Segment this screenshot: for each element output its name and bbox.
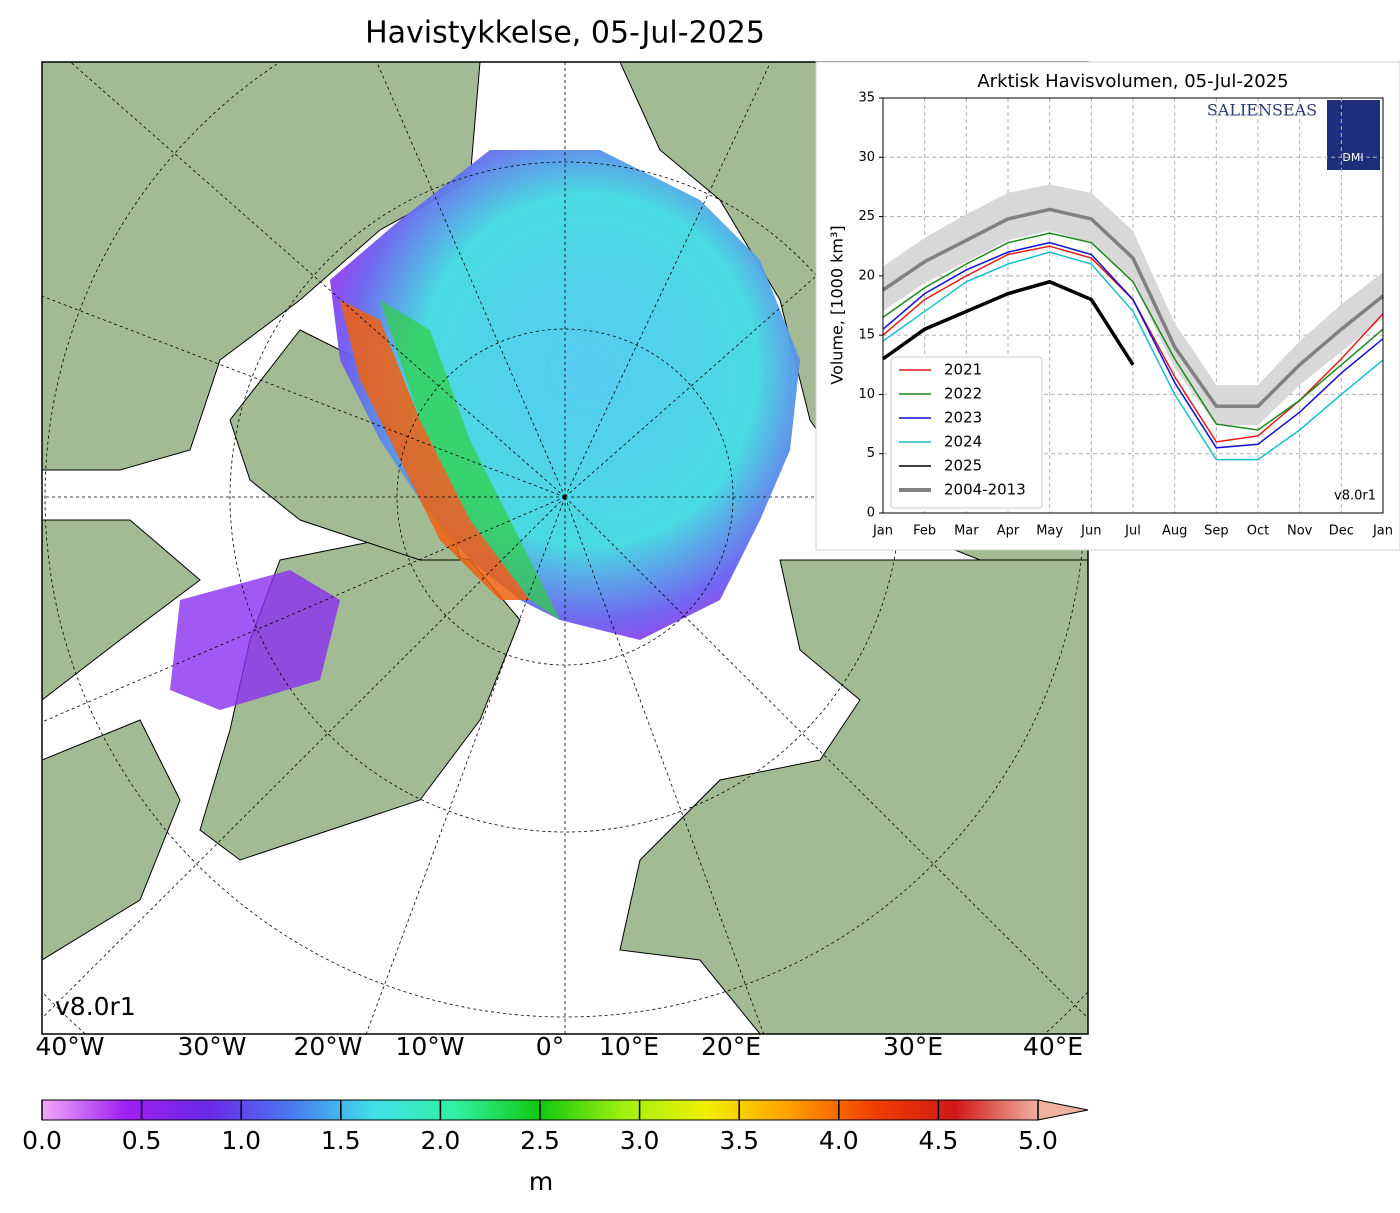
y-tick-label: 20 — [858, 268, 875, 283]
colorbar-tick-label: 0.5 — [122, 1126, 162, 1155]
colorbar-tick-label: 0.0 — [22, 1126, 62, 1155]
x-tick-label: Jul — [1124, 524, 1141, 539]
plot-frame — [882, 97, 1384, 514]
legend: 2021 2022 2023 2024 2025 2004-2013 — [890, 356, 1043, 509]
legend-label: 2021 — [944, 361, 982, 379]
x-tick-label: Nov — [1287, 524, 1313, 539]
y-tick-label: 35 — [858, 91, 875, 106]
colorbar-tick-label: 3.0 — [620, 1126, 660, 1155]
colorbar-label: m — [529, 1167, 553, 1196]
y-tick-label: 0 — [867, 506, 875, 521]
longitude-label: 30°E — [883, 1032, 943, 1061]
land-baffin — [42, 519, 201, 701]
x-tick-label: Oct — [1247, 524, 1269, 539]
colorbar-tick-label: 4.5 — [919, 1126, 959, 1155]
x-tick-label: Aug — [1162, 524, 1187, 539]
map-version: v8.0r1 — [55, 992, 136, 1021]
longitude-label: 20°E — [701, 1032, 761, 1061]
y-tick-label: 25 — [858, 209, 875, 224]
x-tick-label: Mar — [954, 524, 979, 539]
x-tick-label: Jun — [1080, 524, 1101, 539]
chart-title: Arktisk Havisvolumen, 05-Jul-2025 — [977, 71, 1288, 92]
colorbar-tick-label: 4.0 — [819, 1126, 859, 1155]
longitude-label: 30°W — [177, 1032, 246, 1061]
longitude-label: 0° — [536, 1032, 564, 1061]
legend-label: 2025 — [944, 457, 982, 475]
baffin-ice — [170, 570, 340, 710]
legend-label: 2024 — [944, 433, 982, 451]
y-tick-label: 5 — [867, 446, 875, 461]
y-tick-label: 10 — [858, 387, 875, 402]
legend-label: 2004-2013 — [944, 481, 1026, 499]
land-labrador — [42, 719, 181, 961]
legend-label: 2023 — [944, 409, 982, 427]
colorbar-tick-label: 1.5 — [321, 1126, 361, 1155]
band — [883, 184, 1383, 426]
series-line — [882, 207, 1385, 409]
colorbar-tick-label: 3.5 — [719, 1126, 759, 1155]
inset-chart: Arktisk Havisvolumen, 05-Jul-2025 Volume… — [815, 61, 1400, 551]
x-tick-label: May — [1036, 524, 1063, 539]
land-scandinavia — [619, 559, 1088, 1034]
x-tick-label: Jan — [1372, 524, 1393, 539]
longitude-label: 10°E — [599, 1032, 659, 1061]
logo-badge — [1327, 100, 1380, 170]
series-line — [881, 279, 1135, 366]
longitude-label: 40°E — [1023, 1032, 1083, 1061]
x-tick-label: Jan — [872, 524, 893, 539]
legend-label: 2022 — [944, 385, 982, 403]
x-tick-label: Dec — [1329, 524, 1354, 539]
longitude-label: 20°W — [293, 1032, 362, 1061]
x-tick-label: Feb — [913, 524, 936, 539]
longitude-label: 40°W — [35, 1032, 104, 1061]
colorbar-tick-label: 1.0 — [221, 1126, 261, 1155]
series-line — [882, 232, 1384, 431]
colorbar-tick-label: 5.0 — [1018, 1126, 1058, 1155]
longitude-labels: 40°W 30°W 20°W 10°W 0° 10°E 20°E 30°E 40°E — [35, 1032, 1083, 1061]
series-line — [882, 241, 1384, 449]
land-canada — [42, 62, 481, 471]
medium-ice — [380, 300, 560, 620]
colorbar: 0.0 0.5 1.0 1.5 2.0 2.5 3.0 3.5 4.0 4.5 5.0 — [22, 1099, 1089, 1155]
longitude-label: 10°W — [395, 1032, 464, 1061]
y-tick-label: 30 — [858, 150, 875, 165]
chart-version: v8.0r1 — [1334, 489, 1376, 504]
x-tick-label: Apr — [997, 524, 1020, 539]
colorbar-tick-label: 2.0 — [421, 1126, 461, 1155]
colorbar-tick-label: 2.5 — [520, 1126, 560, 1155]
y-axis-label: Volume, [1000 km³] — [828, 225, 847, 384]
logo-text: SALIENSEAS — [1207, 101, 1317, 120]
colorbar-extension — [1037, 1099, 1089, 1121]
x-tick-label: Sep — [1204, 524, 1229, 539]
map-title: Havistykkelse, 05-Jul-2025 — [365, 16, 765, 51]
y-tick-label: 15 — [858, 328, 875, 343]
series-line — [882, 251, 1384, 461]
